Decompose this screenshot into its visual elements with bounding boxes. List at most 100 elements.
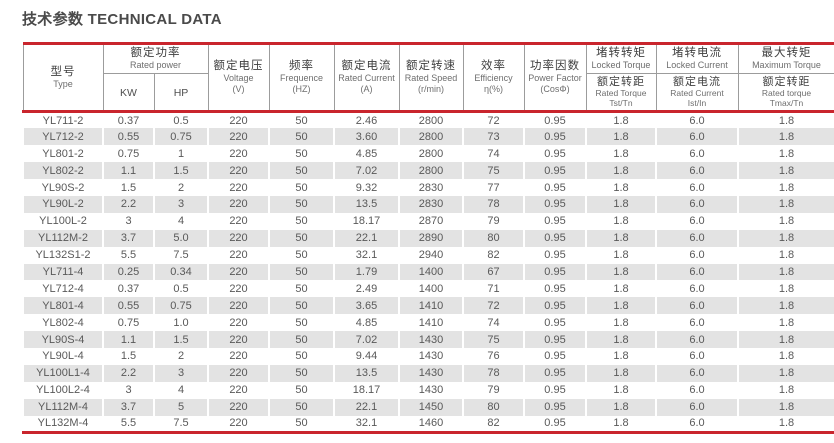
col-header-power-factor-unit: (CosΦ): [540, 84, 570, 94]
table-cell: 1450: [398, 398, 464, 416]
col-header-locked-current-en: Locked Current: [666, 60, 728, 70]
table-cell: 7.5: [153, 415, 209, 433]
table-cell: 3.7: [102, 398, 155, 416]
table-cell: 6.0: [655, 331, 739, 348]
table-row: YL100L2-4 3 4 220 50 18.17 1430 79 0.95 1.8 6.0 1.8: [22, 381, 834, 399]
table-cell: 50: [268, 179, 335, 196]
table-cell: 0.55: [102, 297, 155, 315]
table-cell: 6.0: [655, 195, 739, 213]
table-cell: 1.1: [102, 331, 155, 348]
table-cell: 79: [462, 381, 525, 399]
table-cell: 220: [207, 263, 270, 281]
table-cell: 0.95: [523, 331, 587, 348]
table-cell: 6.0: [655, 297, 739, 315]
table-cell: 50: [268, 111, 335, 129]
table-cell: 1.8: [737, 212, 834, 230]
col-header-locked-torque-en: Locked Torque: [591, 60, 651, 70]
table-cell: 220: [207, 212, 270, 230]
table-cell: 0.95: [523, 398, 587, 416]
table-cell: 6.0: [655, 280, 739, 298]
table-cell: 220: [207, 246, 270, 264]
table-cell: 0.95: [523, 347, 587, 365]
table-cell: 1.8: [585, 162, 657, 180]
table-cell: 220: [207, 415, 270, 433]
table-cell: 3: [153, 364, 209, 382]
table-cell: 1.8: [585, 364, 657, 382]
col-subheader-rated-current-ist-unit: Ist/In: [687, 98, 707, 108]
col-header-max-torque-en: Maximum Torque: [752, 60, 821, 70]
table-cell: 220: [207, 297, 270, 315]
col-header-locked-current: 堵转电流 Locked Current: [655, 43, 739, 74]
table-cell: 6.0: [655, 263, 739, 281]
table-cell: 1.8: [585, 195, 657, 213]
table-cell: 1.8: [585, 314, 657, 332]
table-cell: 1.8: [585, 415, 657, 433]
table-cell: 74: [462, 314, 525, 332]
col-header-power-factor: 功率因数 Power Factor (CosΦ): [523, 43, 587, 112]
table-cell: 5.5: [102, 415, 155, 433]
table-cell: 1.8: [737, 364, 834, 382]
table-row: YL802-2 1.1 1.5 220 50 7.02 2800 75 0.95 1.8 6.0 1.…: [22, 162, 834, 180]
table-cell: 50: [268, 162, 335, 180]
table-cell: 220: [207, 381, 270, 399]
table-cell: 220: [207, 314, 270, 332]
table-cell: 5.0: [153, 229, 209, 247]
col-header-frequency-en: Frequence: [279, 73, 324, 83]
table-cell: 0.95: [523, 179, 587, 196]
table-cell: 220: [207, 162, 270, 180]
col-header-power-factor-en: Power Factor: [528, 73, 582, 83]
table-row: YL112M-2 3.7 5.0 220 50 22.1 2890 80 0.95 1.8 6.0 1…: [22, 229, 834, 247]
table-cell: 220: [207, 398, 270, 416]
table-cell: 0.95: [523, 364, 587, 382]
col-header-rated-current-unit: (A): [360, 84, 373, 94]
table-cell: 1.8: [585, 398, 657, 416]
table-cell: 9.32: [333, 179, 400, 196]
col-header-locked-torque: 堵转转矩 Locked Torque: [585, 43, 657, 74]
table-row: YL90L-4 1.5 2 220 50 9.44 1430 76 0.95 1.8 6.0 1.8: [22, 347, 834, 365]
col-header-voltage: 额定电压 Voltage (V): [207, 43, 270, 112]
table-cell: 1.8: [585, 179, 657, 196]
table-cell: 50: [268, 280, 335, 298]
col-header-efficiency-unit: η(%): [483, 84, 503, 94]
table-cell: 1.8: [737, 347, 834, 365]
table-cell: 220: [207, 179, 270, 196]
col-header-rated-power-zh: 额定功率: [130, 47, 181, 59]
table-cell: 7.5: [153, 246, 209, 264]
table-cell: 4: [153, 212, 209, 230]
table-cell: 1.8: [737, 111, 834, 129]
table-body: YL711-2 0.37 0.5 220 50 2.46 2800 72 0.95 1.8 6.0 1…: [22, 111, 834, 433]
table-cell: 72: [462, 297, 525, 315]
col-subheader-rated-torque-tst: 额定转距 Rated Torque Tst/Tn: [585, 73, 657, 112]
table-cell: 0.95: [523, 263, 587, 281]
table-cell: 0.37: [102, 111, 155, 129]
table-cell: 6.0: [655, 415, 739, 433]
table-cell: 1.8: [737, 280, 834, 298]
table-cell: 50: [268, 246, 335, 264]
table-cell: 3.65: [333, 297, 400, 315]
table-cell: 1.0: [153, 314, 209, 332]
table-row: YL711-2 0.37 0.5 220 50 2.46 2800 72 0.95 1.8 6.0 1…: [22, 111, 834, 129]
table-cell: 50: [268, 364, 335, 382]
table-cell: 22.1: [333, 229, 400, 247]
table-cell: 50: [268, 212, 335, 230]
table-cell: 0.5: [153, 111, 209, 129]
col-subheader-rated-torque-tmax: 额定转距 Rated torque Tmax/Tn: [737, 73, 834, 112]
table-cell: 32.1: [333, 246, 400, 264]
table-cell: 50: [268, 331, 335, 348]
table-cell: 2890: [398, 229, 464, 247]
col-subheader-rated-current-ist-en: Rated Current: [670, 88, 724, 98]
table-cell: 220: [207, 195, 270, 213]
table-cell: 1.8: [737, 195, 834, 213]
table-cell: 220: [207, 347, 270, 365]
table-row: YL90S-2 1.5 2 220 50 9.32 2830 77 0.95 1.8 6.0 1.8: [22, 179, 834, 196]
table-cell: 2.46: [333, 111, 400, 129]
col-subheader-rated-current-ist-zh: 额定电流: [673, 76, 721, 88]
table-cell: 220: [207, 128, 270, 146]
table-cell: 220: [207, 331, 270, 348]
col-header-rated-speed-en: Rated Speed: [404, 73, 458, 83]
table-cell: 1.8: [737, 162, 834, 180]
table-cell: 1.5: [102, 347, 155, 365]
table-cell: 2.2: [102, 195, 155, 213]
table-cell: 1.8: [585, 331, 657, 348]
table-cell: 1430: [398, 364, 464, 382]
